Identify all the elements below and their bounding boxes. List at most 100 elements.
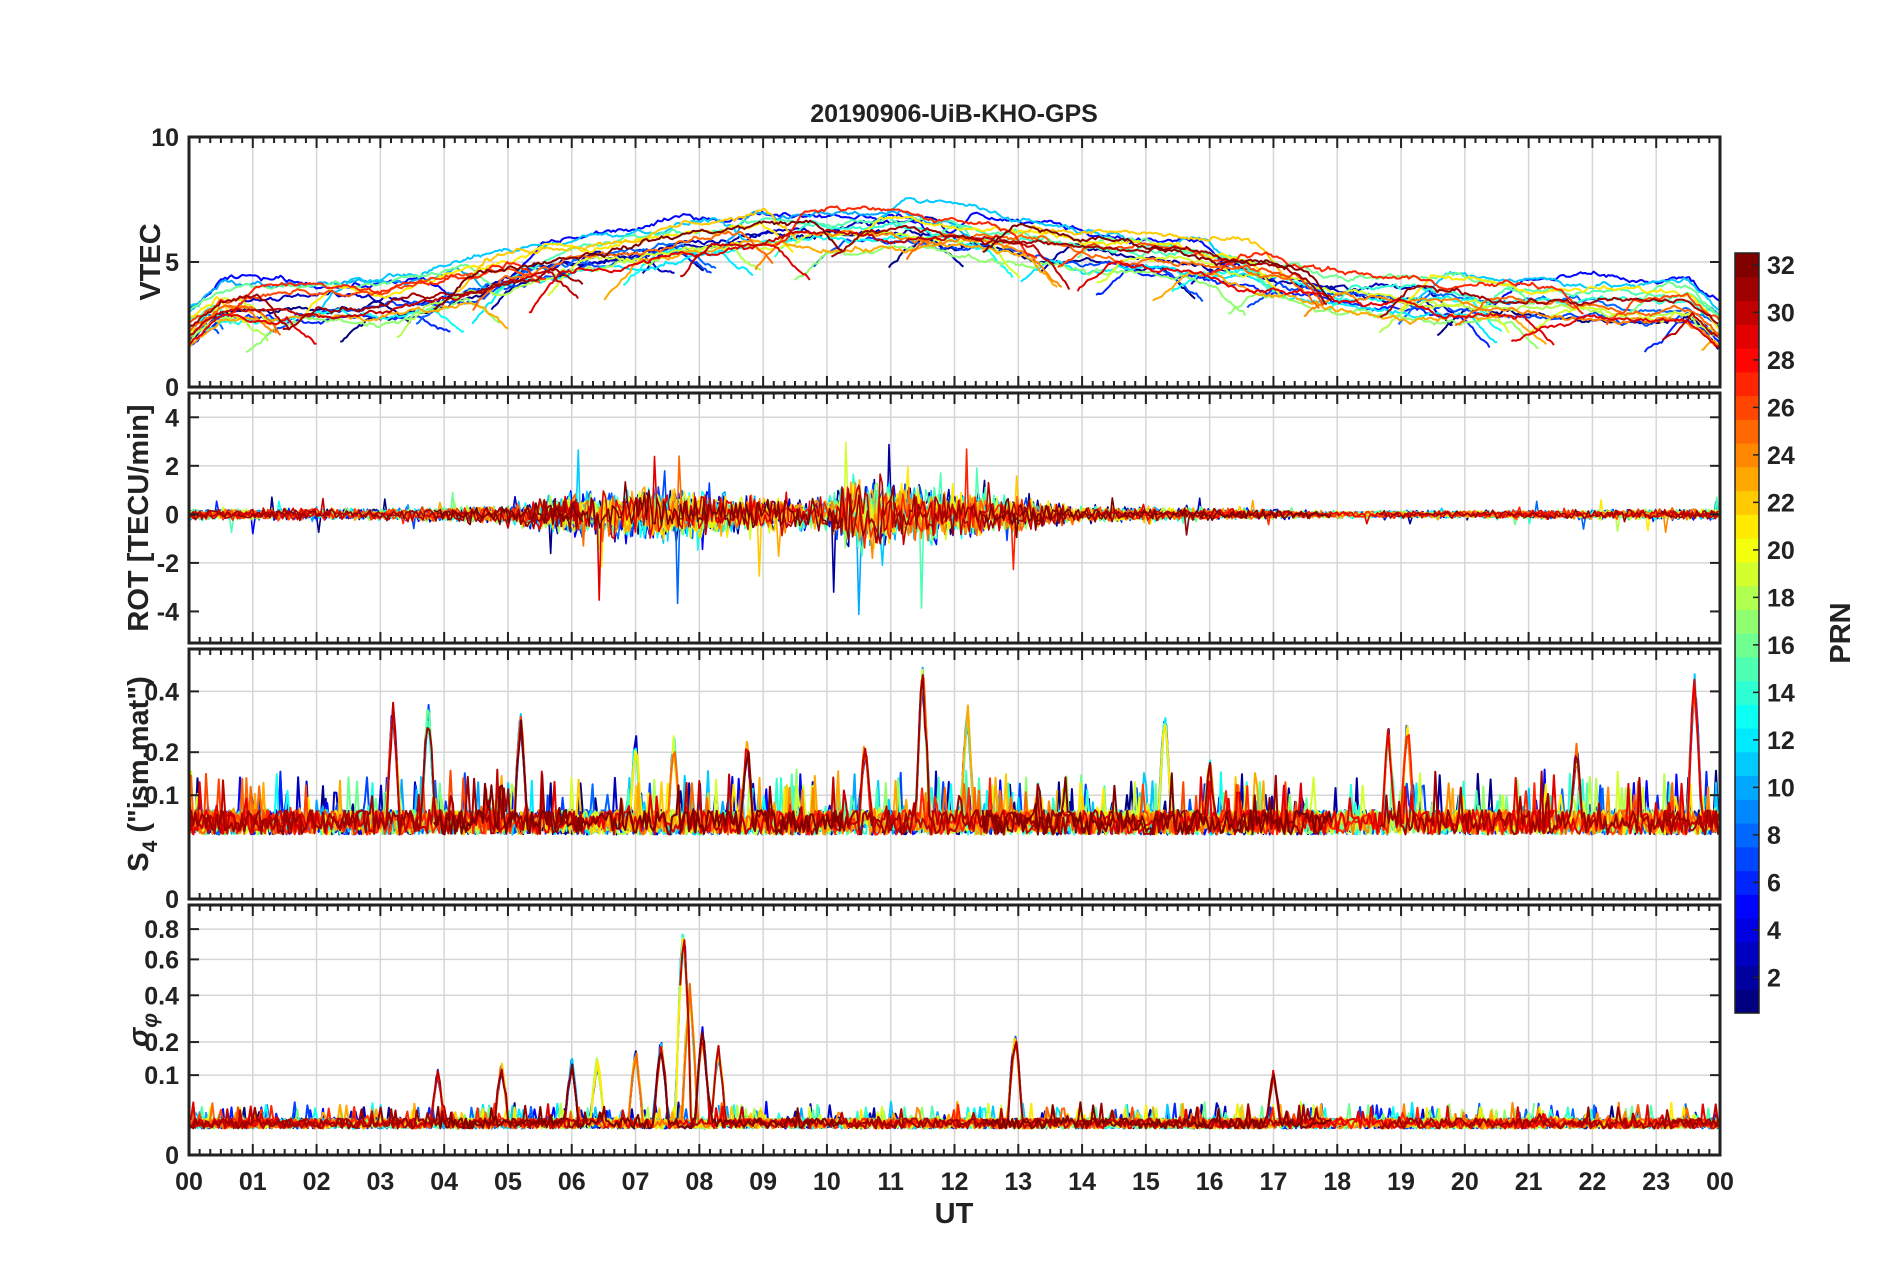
colorbar-tick-label: 20 [1767,537,1795,565]
x-tick-label: 21 [1515,1168,1543,1196]
satellite-trace-prn-6 [1095,268,1491,349]
satellite-trace-prn-32 [433,1031,843,1130]
satellite-trace-prn-32 [982,223,1332,301]
satellite-trace-prn-18 [189,313,269,344]
y-tick-label: 0.6 [144,946,179,974]
satellite-trace-prn-11 [320,217,749,310]
y-tick-label: 0.1 [144,782,179,810]
x-tick-label: 08 [685,1168,713,1196]
satellite-trace-prn-27 [775,205,1038,259]
colorbar-swatch-prn-27 [1735,371,1759,397]
satellite-trace-prn-6 [1643,318,1720,353]
satellite-trace-prn-30 [680,228,1071,290]
satellite-trace-prn-27 [1208,251,1584,315]
satellite-trace-prn-16 [1625,281,1720,320]
x-tick-label: 09 [749,1168,777,1196]
satellite-trace-prn-31 [1379,1106,1720,1130]
colorbar-tick-label: 14 [1767,679,1795,707]
satellite-trace-prn-18 [1378,299,1720,336]
sigma-phi-y-tick-labels: 0 0.1 0.2 0.4 0.60.8 [144,916,179,1170]
x-tick-label: 00 [1706,1168,1734,1196]
satellite-trace-prn-32 [433,219,843,311]
satellite-trace-prn-31 [830,224,1328,306]
sigma-phi-y-axis-label: σφ [123,1013,162,1047]
satellite-trace-prn-30 [1661,312,1719,341]
sigma-phi-y-axis-label-base: σ [123,1026,155,1047]
satellite-trace-prn-24 [1303,291,1719,347]
satellite-trace-prn-23 [1701,339,1719,351]
x-tick-label: 14 [1068,1168,1096,1196]
x-tick-label: 11 [877,1168,904,1196]
y-tick-label: 10 [151,124,179,152]
colorbar-swatch-prn-25 [1735,419,1759,444]
y-tick-label: -4 [157,598,179,626]
satellite-trace-prn-31 [189,293,290,330]
satellite-trace-prn-7 [264,249,712,338]
x-tick-label: 04 [430,1168,458,1196]
s4-traces [189,666,1720,836]
rot-y-axis-label: ROT [TECU/min] [123,404,155,631]
colorbar-tick-label: 4 [1767,917,1781,945]
x-tick-label: 16 [1196,1168,1224,1196]
colorbar-tick-label: 32 [1767,252,1795,280]
satellite-trace-prn-21 [1398,725,1720,836]
satellite-trace-prn-30 [189,1069,579,1130]
satellite-trace-prn-3 [641,216,969,275]
satellite-trace-prn-29 [1510,314,1720,350]
rot-ticks [188,393,1721,643]
vtec-panel: 0 5 10 VTEC [135,124,1722,402]
colorbar-tick-label: 2 [1767,964,1781,992]
vtec-y-tick-labels: 0 5 10 [151,124,179,402]
satellite-trace-prn-30 [189,269,579,337]
satellite-trace-prn-32 [982,1073,1332,1130]
colorbar-tick-label: 28 [1767,347,1795,375]
satellite-trace-prn-18 [396,942,762,1130]
satellite-trace-prn-31 [282,267,584,331]
s4-grid [189,649,1720,899]
colorbar-tick-label: 24 [1767,442,1795,470]
x-tick-label: 17 [1260,1168,1288,1196]
satellite-trace-prn-29 [189,313,317,346]
satellite-trace-prn-31 [282,498,584,532]
satellite-trace-prn-21 [850,215,1283,298]
satellite-trace-prn-27 [226,261,546,317]
satellite-trace-prn-1 [339,1002,705,1130]
colorbar-label: PRN [1825,602,1857,663]
rot-panel: -4 -2 0 2 4 ROT [TECU/min] [123,391,1722,645]
s4-y-axis-label: S4 ("ism.mat") [123,676,162,872]
satellite-trace-prn-31 [1379,284,1719,325]
y-tick-label: 0.1 [144,1062,179,1090]
satellite-trace-prn-32 [433,719,844,836]
y-tick-label: 0 [165,1142,179,1170]
satellite-trace-prn-26 [1605,292,1720,326]
vtec-traces [189,197,1720,353]
satellite-trace-prn-22 [452,207,799,297]
colorbar-tick-label: 22 [1767,489,1795,517]
satellite-trace-prn-21 [301,937,795,1130]
s4-y-axis-label-subscript: 4 [139,840,162,852]
satellite-trace-prn-17 [793,245,1247,316]
x-tick-label: 13 [1004,1168,1032,1196]
satellite-trace-prn-31 [189,1106,290,1130]
satellite-trace-prn-31 [282,1068,584,1130]
satellite-trace-prn-17 [245,297,502,353]
x-tick-label: 23 [1642,1168,1670,1196]
colorbar-swatch-prn-5 [1735,894,1759,919]
vtec-y-axis-label: VTEC [135,223,167,300]
satellite-trace-prn-31 [189,508,290,521]
colorbar-swatch-prn-21 [1735,514,1759,539]
satellite-trace-prn-29 [1076,260,1555,346]
y-tick-label: 5 [165,249,179,277]
satellite-trace-prn-32 [981,772,1333,836]
satellite-trace-prn-32 [433,481,843,532]
satellite-trace-prn-5 [510,210,940,282]
colorbar-swatch-prn-13 [1735,704,1759,729]
x-tick-label: 05 [494,1168,522,1196]
satellite-trace-prn-30 [679,747,1071,836]
satellite-trace-prn-12 [472,933,754,1130]
colorbar-swatch-prn-17 [1735,609,1759,634]
colorbar-tick-label: 16 [1767,632,1795,660]
y-tick-label: 0.8 [144,916,179,944]
